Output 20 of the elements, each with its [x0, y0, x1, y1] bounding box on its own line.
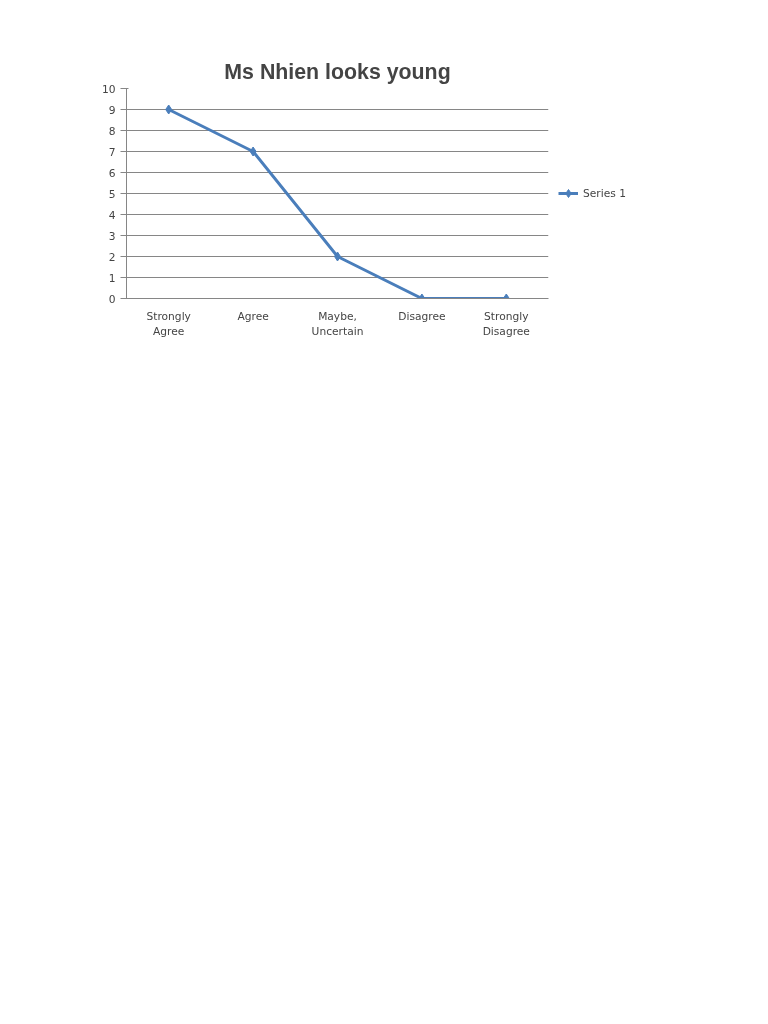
y-tick-label: 8	[108, 124, 116, 138]
y-tick-label: 6	[108, 166, 116, 180]
y-tick-label: 10	[101, 82, 116, 96]
y-tick-label: 5	[108, 187, 116, 201]
y-tick-label: 9	[108, 103, 116, 117]
y-tick-label: 7	[108, 145, 116, 159]
x-tick-label: Agree	[237, 309, 269, 323]
y-tick-label: 0	[108, 292, 116, 306]
y-tick-label: 1	[108, 271, 116, 285]
y-tick-label: 2	[108, 250, 116, 264]
x-tick-label: Disagree	[398, 309, 446, 323]
y-tick-label: 3	[108, 229, 116, 243]
x-tick-label: Strongly Disagree	[482, 309, 530, 339]
x-tick-label: Maybe, Uncertain	[311, 309, 364, 339]
point	[165, 104, 173, 115]
legend-label: Series 1	[583, 186, 626, 200]
point	[249, 146, 257, 157]
y-tick-label: 4	[108, 208, 116, 222]
chart-title: Ms Nhien looks young	[224, 59, 451, 84]
x-tick-label: Strongly Agree	[146, 309, 191, 339]
